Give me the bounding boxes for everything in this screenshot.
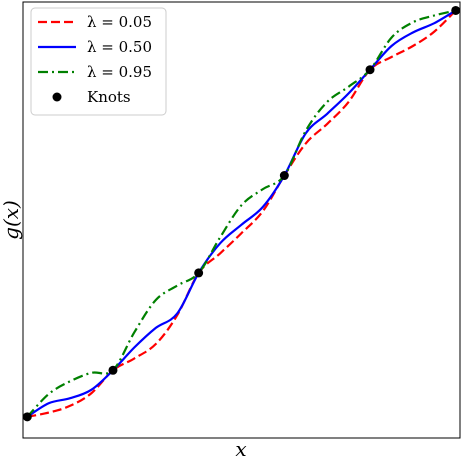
legend-label-1: λ = 0.05: [87, 13, 152, 31]
legend-label-3: λ = 0.95: [87, 63, 152, 81]
knot-point: [365, 65, 375, 75]
legend-marker-knots: [52, 92, 62, 102]
knot-point: [22, 412, 32, 422]
plot-frame: [22, 1, 461, 439]
knot-point: [194, 268, 204, 278]
legend: λ = 0.05 λ = 0.50 λ = 0.95 Knots: [30, 7, 167, 116]
legend-box: [30, 7, 167, 116]
series-layer: [26, 9, 457, 418]
series-line-3: [26, 9, 456, 418]
knot-point: [451, 5, 461, 15]
knot-point: [279, 171, 289, 181]
y-axis-label: g(x): [0, 200, 23, 240]
knot-point: [108, 365, 118, 375]
series-line-2: [26, 9, 457, 418]
x-axis-label: x: [235, 437, 246, 458]
series-line-1: [27, 9, 457, 418]
legend-label-2: λ = 0.50: [87, 38, 152, 56]
legend-label-4: Knots: [87, 88, 131, 106]
knots-layer: [22, 5, 461, 422]
